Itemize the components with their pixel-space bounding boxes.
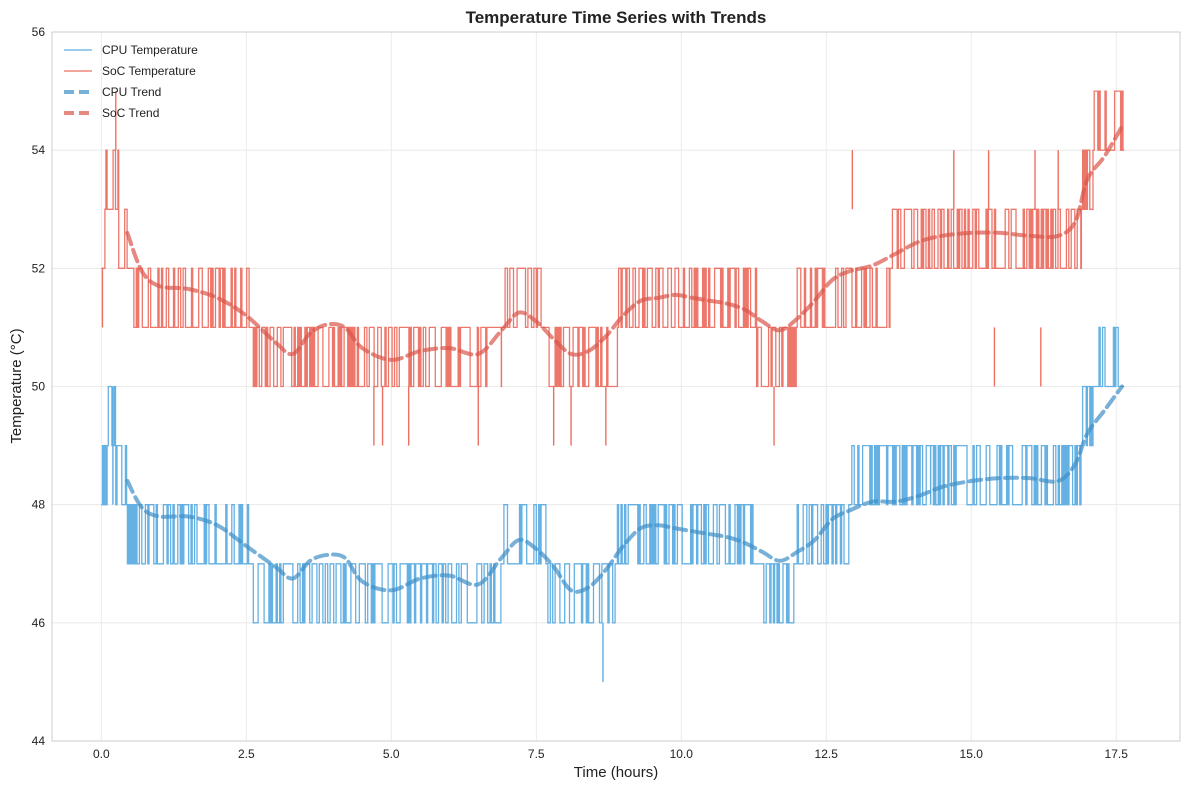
series-layer	[101, 90, 1125, 682]
x-axis-label: Time (hours)	[574, 764, 658, 781]
soc-temperature-series	[101, 90, 1125, 446]
y-axis-label: Temperature (°C)	[8, 328, 25, 443]
cpu-trend-series	[125, 384, 1124, 594]
chart-title: Temperature Time Series with Trends	[466, 8, 767, 27]
legend-label: CPU Trend	[102, 85, 161, 99]
x-tick-label: 15.0	[960, 747, 984, 761]
x-tick-label: 17.5	[1105, 747, 1129, 761]
x-tick-label: 12.5	[815, 747, 839, 761]
legend-item-soc-trend: SoC Trend	[64, 106, 159, 120]
soc-temperature-line	[101, 90, 1125, 388]
y-tick-label: 44	[32, 734, 46, 748]
x-tick-label: 7.5	[528, 747, 545, 761]
legend-label: SoC Temperature	[102, 64, 196, 78]
tick-labels: 0.0 2.5 5.0 7.5 10.0 12.5 15.0 17.5 44 46 48 50 52 54…	[32, 25, 1129, 761]
legend: CPU Temperature SoC Temperature CPU Trend S…	[64, 43, 198, 120]
soc-trend-line	[125, 124, 1124, 362]
y-tick-label: 54	[32, 143, 46, 157]
soc-trend-series	[125, 124, 1124, 362]
x-tick-label: 0.0	[93, 747, 110, 761]
x-tick-label: 5.0	[383, 747, 400, 761]
legend-label: SoC Trend	[102, 106, 159, 120]
legend-item-soc-temperature: SoC Temperature	[64, 64, 196, 78]
y-tick-label: 56	[32, 25, 46, 39]
x-tick-label: 10.0	[670, 747, 694, 761]
legend-item-cpu-trend: CPU Trend	[64, 85, 161, 99]
legend-item-cpu-temperature: CPU Temperature	[64, 43, 198, 57]
x-tick-label: 2.5	[238, 747, 255, 761]
cpu-temperature-series	[101, 326, 1125, 682]
y-tick-label: 46	[32, 616, 46, 630]
cpu-temperature-line	[101, 326, 1125, 624]
y-tick-label: 52	[32, 261, 46, 275]
cpu-trend-line	[125, 384, 1124, 594]
legend-label: CPU Temperature	[102, 43, 198, 57]
plot-frame	[51, 31, 1181, 742]
y-tick-label: 50	[32, 380, 46, 394]
y-tick-label: 48	[32, 498, 46, 512]
